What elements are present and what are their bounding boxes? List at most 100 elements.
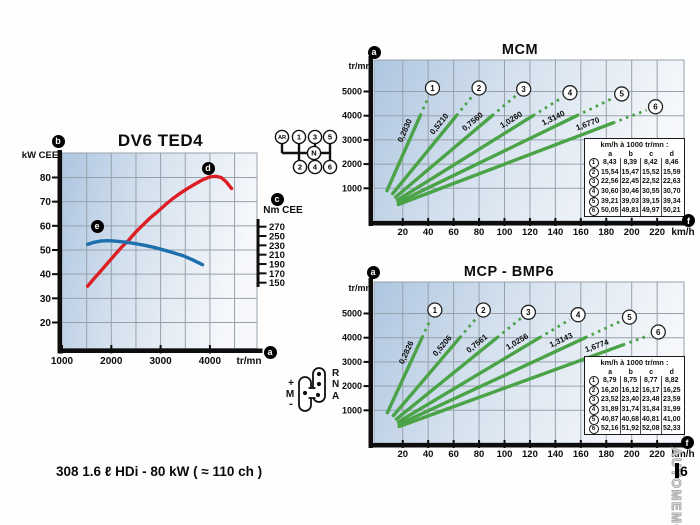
selector-M: M	[286, 389, 294, 400]
speed-tick-label: 180	[598, 227, 614, 238]
table-cell: 52,33	[662, 425, 681, 433]
speed-tick-label: 220	[649, 227, 665, 238]
gear-1: 1	[297, 133, 301, 142]
kw-tick-label: 80	[40, 173, 52, 184]
gear-3: 3	[313, 133, 317, 142]
table-cell: 16,17	[641, 385, 662, 396]
rpm-tick-label: 1000	[342, 183, 362, 193]
gear-number-circle	[650, 324, 666, 340]
table-cell: 30,46	[621, 187, 641, 197]
gear-line-dotted	[612, 108, 648, 125]
table-cell: 39,15	[641, 196, 662, 207]
gear-line-solid	[385, 336, 424, 415]
selector-minus: -	[289, 398, 293, 410]
table-row: 1 8,43 8,39 8,42 8,46	[587, 158, 682, 168]
table-cell: 31,74	[621, 405, 641, 415]
column-header: d	[669, 151, 674, 158]
speed-tick-label: 180	[598, 449, 614, 460]
gear-number: 5	[619, 90, 624, 99]
gear-number: 6	[656, 328, 661, 337]
speed-tick-label: 100	[497, 227, 513, 238]
table-cell: 23,59	[662, 396, 681, 404]
table-header: km/h à 1000 tr/mn :	[600, 358, 669, 367]
speed-tick-label: 100	[497, 449, 513, 460]
table-cell: 23,52	[600, 395, 621, 406]
selector-N: N	[332, 379, 339, 390]
gear-line-solid	[396, 336, 542, 424]
table-row: 3 22,56 22,45 22,52 22,63	[587, 177, 682, 188]
gear-line-solid	[385, 113, 422, 193]
gear-N: N	[311, 149, 316, 158]
callout-a-mcp: a	[366, 265, 380, 279]
speed-tick-label: 120	[522, 449, 538, 460]
nm-tick-label: 210	[269, 250, 285, 261]
gear-number-circle	[471, 80, 487, 96]
gear-6: 6	[328, 163, 332, 172]
table-cell: 39,21	[600, 196, 621, 207]
speed-tick-label: 80	[474, 227, 485, 238]
gear-number: 2	[481, 306, 486, 315]
speed-tick-label: 140	[547, 227, 563, 238]
column-header: c	[649, 151, 654, 158]
column-header: b	[628, 369, 633, 376]
table-cell: 22,45	[621, 177, 641, 188]
rpm-tick-label: 4000	[342, 111, 362, 121]
speed-tick-label: 80	[474, 449, 485, 460]
table-cell: 49,81	[621, 206, 641, 217]
gear-number-circle	[570, 307, 586, 323]
mcp-axes: 1000 2000 3000 4000 5000 20 40 60 80 100 120 140 160…	[342, 278, 695, 460]
gear-number-circle	[621, 309, 638, 325]
callout-c: c	[270, 192, 284, 206]
gear-line-dotted	[622, 333, 650, 347]
kw-tick-label: 60	[40, 221, 52, 232]
mcm-xaxis-label: km/h	[671, 227, 694, 238]
speed-tick-label: 60	[448, 227, 459, 238]
gear-number-badge: 5	[588, 196, 599, 207]
gear-number-badge: 2	[588, 385, 599, 396]
gear-4: 4	[313, 163, 318, 172]
selector-A: A	[332, 391, 339, 402]
table-row: 3 23,52 23,40 23,48 23,59	[587, 395, 682, 406]
table-cell: 50,21	[662, 207, 681, 215]
selector-R: R	[332, 368, 340, 379]
table-cell: 8,42	[641, 158, 662, 168]
nm-tick-label: 170	[269, 269, 285, 280]
gearshift-positions: AR 1 3 5 N 2 4 6	[274, 129, 338, 175]
rpm-tick-label: 1000	[342, 405, 362, 415]
table-row: 2 15,54 15,47 15,52 15,59	[587, 167, 682, 178]
table-cell: 49,97	[641, 206, 662, 217]
rpm-tick-label: 2000	[100, 356, 123, 367]
page-number: 6	[675, 463, 688, 479]
gear-line-dotted	[458, 316, 479, 339]
table-row: 1 8,79 8,75 8,77 8,82	[587, 376, 682, 386]
gear-line-solid	[396, 121, 615, 207]
dv6-axes: 20 30 40 50 60 70 80 1000 2000 3000 4000 tr/mn kW CE…	[22, 150, 263, 367]
gear-number-circle	[475, 302, 491, 318]
selector-labels: + M - R N A	[286, 368, 340, 410]
rpm-tick-label: 1000	[51, 356, 74, 367]
gear-line-solid	[395, 113, 535, 202]
nm-tick-label: 270	[269, 222, 285, 233]
table-cell: 30,70	[662, 188, 681, 196]
table-column-headers: a b c d	[587, 368, 682, 376]
speed-tick-label: 20	[397, 227, 408, 238]
dv6-curves	[85, 174, 234, 288]
mcm-chart-title: MCM	[501, 42, 539, 58]
table-cell: 50,05	[600, 206, 621, 217]
gear-number-badge: 4	[588, 187, 599, 197]
rpm-tick-label: 3000	[149, 356, 172, 367]
table-row: 4 30,60 30,46 30,55 30,70	[587, 187, 682, 197]
mcm-ratio-table: km/h à 1000 tr/mn : a b c d 1 8,43 8,39 8,42 8,46…	[584, 138, 685, 217]
rpm-tick-label: 4000	[199, 356, 222, 367]
gear-line-dotted	[491, 94, 518, 117]
callout-e: e	[90, 219, 104, 233]
mcp-chart-title: MCP - BMP6	[463, 264, 555, 280]
table-cell: 39,03	[621, 196, 641, 207]
table-cell: 8,43	[600, 158, 621, 168]
gear-line-solid	[394, 336, 499, 421]
table-row: 6 52,16 51,92 52,08 52,33	[587, 424, 682, 435]
kw-tick-label: 20	[40, 318, 52, 329]
table-column-headers: a b c d	[587, 150, 682, 158]
speed-tick-label: 40	[423, 449, 434, 460]
